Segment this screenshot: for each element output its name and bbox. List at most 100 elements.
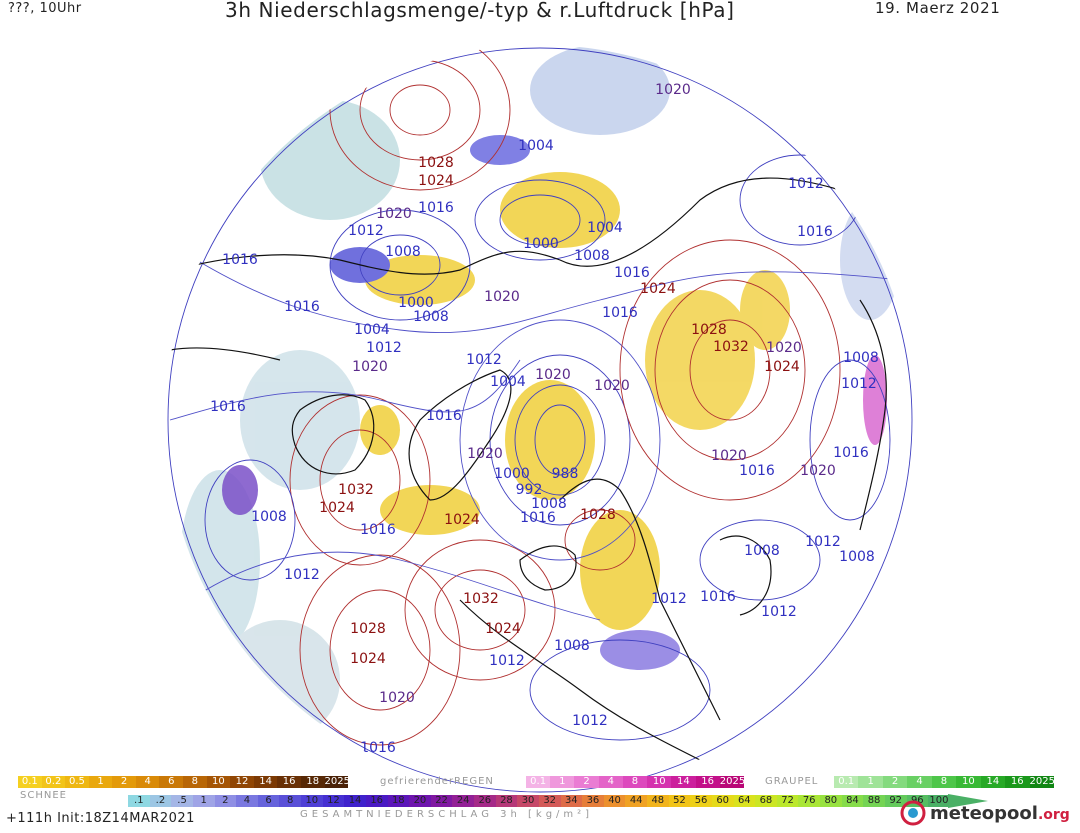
legend-cell: 2025+	[324, 776, 349, 788]
isobar-label: 1024	[418, 173, 454, 189]
isobar-label: 1012	[788, 176, 824, 192]
isobar-label: 1032	[338, 482, 374, 498]
isobar-label: 1020	[594, 378, 630, 394]
isobar-label: 1008	[843, 350, 879, 366]
legend-cell: 8	[183, 776, 207, 788]
isobar-label: 1028	[580, 507, 616, 523]
legend-cell: 28	[495, 795, 518, 807]
legend-cell: 18	[300, 776, 325, 788]
isobar-label: 1024	[319, 500, 355, 516]
legend-cell: 34	[560, 795, 583, 807]
legend-graupel-title: GRAUPEL	[765, 776, 819, 787]
isobar-label: 1008	[554, 638, 590, 654]
logo-icon	[900, 800, 926, 826]
legend-cell: 48	[647, 795, 669, 807]
legend-cell: 22	[430, 795, 453, 807]
isobar-label: 1016	[360, 740, 396, 756]
isobar-label: 1008	[413, 309, 449, 325]
isobar-label: 1016	[739, 463, 775, 479]
isobar-label: 1020	[766, 340, 802, 356]
legend-cell: 2025+	[1029, 776, 1054, 788]
legend-cell: 14	[980, 776, 1006, 788]
isobar-label: 1020	[467, 446, 503, 462]
isobar-label: 1016	[602, 305, 638, 321]
isobar-label: 1000	[523, 236, 559, 252]
isobar-label: 1020	[535, 367, 571, 383]
isobar-label: 1020	[376, 206, 412, 222]
isobar-label: 1012	[348, 223, 384, 239]
legend-cell: 0.1	[526, 776, 551, 788]
legend-cell: 72	[776, 795, 799, 807]
legend-cell: 14	[344, 795, 366, 807]
legend-cell: 0.2	[41, 776, 66, 788]
legend-cell: 8	[931, 776, 957, 788]
isobar-label: 1016	[222, 252, 258, 268]
isobar-label: 1020	[711, 448, 747, 464]
meteopool-logo[interactable]: meteopool.org	[900, 800, 1070, 826]
isobar-label: 1008	[251, 509, 287, 525]
isobar-label: 992	[516, 482, 543, 498]
isobar-label: 1028	[418, 155, 454, 171]
precip-rain-areas	[222, 135, 887, 670]
legend-cell: 80	[820, 795, 842, 807]
isobar-label: 1016	[210, 399, 246, 415]
legend-cell: 26	[474, 795, 496, 807]
isobar-label: 1016	[360, 522, 396, 538]
isobars	[167, 45, 913, 793]
isobar-label: 1008	[839, 549, 875, 565]
isobar-label: 1020	[484, 289, 520, 305]
legend-arrow-icon	[948, 794, 988, 808]
isobar-label: 1016	[833, 445, 869, 461]
isobar-label: 1012	[761, 604, 797, 620]
legend-cell: 14	[253, 776, 278, 788]
isobar-label: 1000	[494, 466, 530, 482]
legend-cell: 0.1	[18, 776, 42, 788]
isobar-label: 1004	[587, 220, 623, 236]
legend-cell: 60	[711, 795, 734, 807]
legend-cell: 16	[277, 776, 301, 788]
legend-cell: 10	[301, 795, 323, 807]
legend-cell: 4	[907, 776, 932, 788]
legend-cell: 8	[279, 795, 301, 807]
legend-cell: 84	[841, 795, 864, 807]
legend-cell: 16	[1005, 776, 1030, 788]
isobar-label: 1016	[418, 200, 454, 216]
isobar-label: 1024	[640, 281, 676, 297]
legend-cell: 6	[159, 776, 184, 788]
legend-cell: 1	[192, 795, 215, 807]
isobar-label: 1008	[531, 496, 567, 512]
legend-cell: 56	[690, 795, 712, 807]
legend-cell: .2	[149, 795, 172, 807]
isobar-label: 1012	[805, 534, 841, 550]
legend-cell: 14	[671, 776, 696, 788]
legend-cell: 0.5	[65, 776, 89, 788]
legend-cell: 1	[550, 776, 575, 788]
isobar-label: 1008	[385, 244, 421, 260]
logo-text: meteopool.org	[930, 802, 1070, 824]
isobar-label: 1020	[379, 690, 415, 706]
legend-cell: 96	[906, 795, 929, 807]
legend-cell: 10	[956, 776, 981, 788]
isobar-label: 1004	[490, 374, 526, 390]
isobar-label: 1012	[572, 713, 608, 729]
isobar-label: 1032	[463, 591, 499, 607]
isobar-label: 1008	[744, 543, 780, 559]
legend-cell: 40	[603, 795, 626, 807]
legend-cell: 20	[409, 795, 431, 807]
legend-cell: 8	[622, 776, 648, 788]
legend-cell: 1	[88, 776, 113, 788]
isobar-label: 1020	[800, 463, 836, 479]
isobar-label: 1012	[489, 653, 525, 669]
legend-cell: 68	[755, 795, 777, 807]
legend-freezing-title: gefrierenderREGEN	[380, 776, 494, 787]
isobar-label: 1012	[284, 567, 320, 583]
isobar-label: 1016	[426, 408, 462, 424]
legend-cell: 64	[733, 795, 756, 807]
legend-cell: 4	[598, 776, 623, 788]
isobar-label: 1000	[398, 295, 434, 311]
legend-cell: 10	[647, 776, 672, 788]
header-date: 19. Maerz 2021	[875, 0, 1001, 17]
legend-cell: 4	[135, 776, 160, 788]
coastlines	[169, 177, 906, 761]
